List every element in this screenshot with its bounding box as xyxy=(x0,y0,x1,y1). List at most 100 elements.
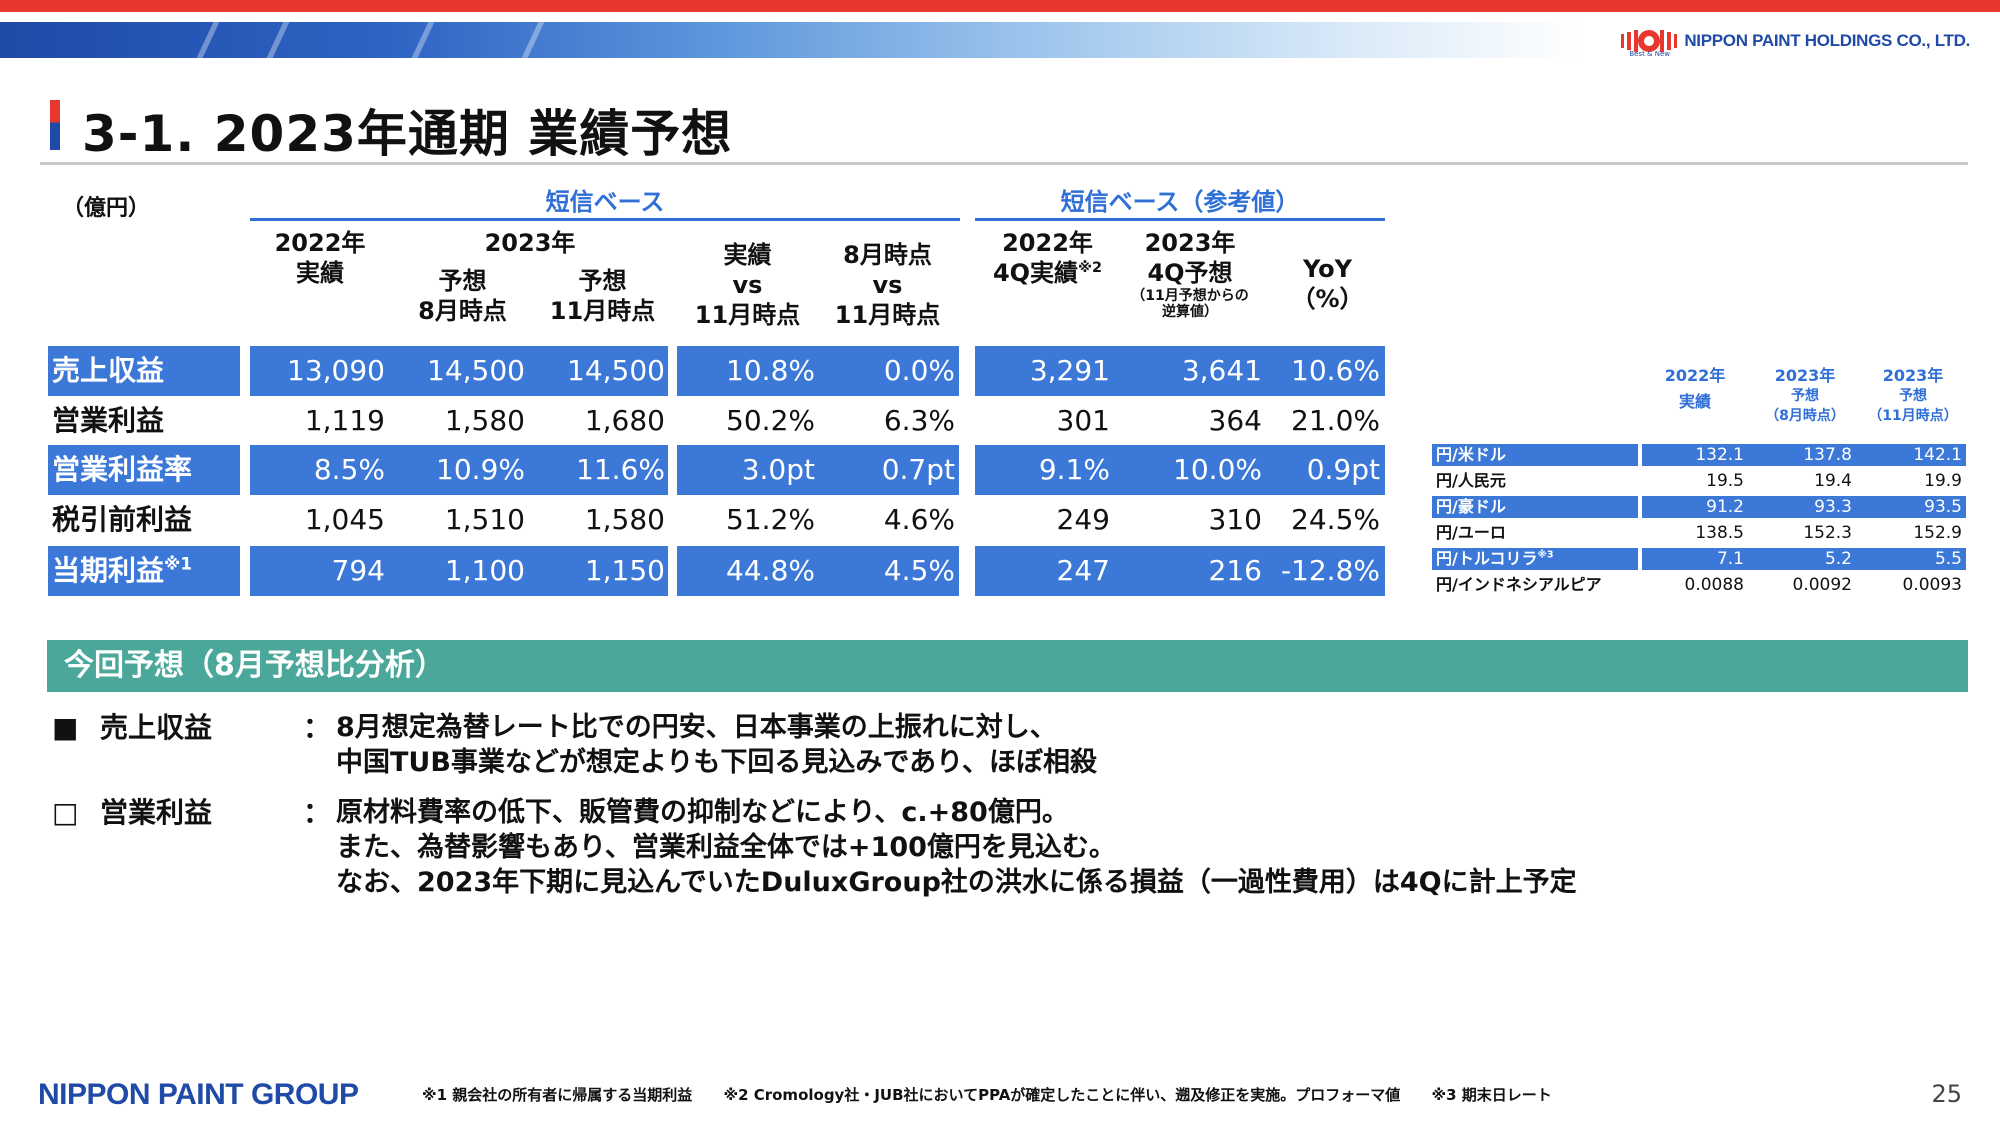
group-logo: NIPPON PAINT GROUP xyxy=(38,1078,359,1111)
table-cell: 1,045 xyxy=(304,503,385,536)
row-bar-ref-0 xyxy=(975,346,1385,396)
fx-bar-label-0 xyxy=(1432,444,1638,466)
company-name: NIPPON PAINT HOLDINGS CO., LTD. xyxy=(1684,31,1970,50)
table-cell: 4.5% xyxy=(883,554,955,587)
fx-cell: 5.2 xyxy=(1824,549,1852,569)
fx-cell: 138.5 xyxy=(1695,523,1744,543)
row-label-operating-profit: 営業利益 xyxy=(52,404,165,437)
table-cell: 44.8% xyxy=(726,554,815,587)
analysis-colon: ： xyxy=(303,711,332,744)
table-cell: 249 xyxy=(1056,503,1110,536)
top-red-bar xyxy=(0,0,2000,12)
col-header-2023-4q: 2023年 4Q予想 （11月予想からの 逆算値） xyxy=(1131,229,1249,320)
fx-cell: 19.5 xyxy=(1706,471,1744,491)
fx-bar-values-4 xyxy=(1642,548,1966,570)
fx-label-idr: 円/インドネシアルピア xyxy=(1436,575,1602,594)
table-cell: 11.6% xyxy=(576,453,665,486)
table-cell: 24.5% xyxy=(1291,503,1380,536)
fx-header-2023-nov: 2023年 予想 （11月時点） xyxy=(1868,366,1958,424)
row-bar-compare-4 xyxy=(677,546,959,596)
fx-cell: 137.8 xyxy=(1803,445,1852,465)
row-bar-main-2 xyxy=(250,445,668,495)
footnotes: ※1 親会社の所有者に帰属する当期利益 ※2 Cromology社・JUB社にお… xyxy=(422,1084,1578,1105)
row-bar-compare-2 xyxy=(677,445,959,495)
table-cell: 247 xyxy=(1056,554,1110,587)
top-blue-band xyxy=(0,22,1580,58)
group-header-1: 短信ベース xyxy=(545,188,665,216)
analysis-section-bar xyxy=(47,640,1968,692)
table-cell: 216 xyxy=(1208,554,1262,587)
table-cell: 8.5% xyxy=(313,453,385,486)
col-header-forecast-nov: 予想 11月時点 xyxy=(549,267,656,325)
row-bar-label-2 xyxy=(48,445,240,495)
fx-cell: 0.0088 xyxy=(1684,575,1744,595)
paint-logo-icon xyxy=(1621,30,1678,52)
col-header-2022-actual: 2022年 実績 xyxy=(274,229,366,287)
company-logo: NIPPON PAINT HOLDINGS CO., LTD. xyxy=(1620,26,1970,56)
row-label-net-profit: 当期利益※1 xyxy=(52,553,193,587)
fx-label-eur: 円/ユーロ xyxy=(1436,523,1506,542)
fx-cell: 19.4 xyxy=(1814,471,1852,491)
analysis-colon: ： xyxy=(303,796,332,829)
table-cell: 1,510 xyxy=(444,503,525,536)
fx-cell: 7.1 xyxy=(1716,549,1744,569)
footnote-2: ※2 Cromology社・JUB社においてPPAが確定したことに伴い、遡及修正… xyxy=(723,1086,1401,1104)
table-cell: 3.0pt xyxy=(741,453,815,486)
table-cell: 6.3% xyxy=(883,404,955,437)
row-label-revenue: 売上収益 xyxy=(52,354,165,387)
table-cell: 9.1% xyxy=(1038,453,1110,486)
table-cell: 21.0% xyxy=(1291,404,1380,437)
filled-square-icon: ■ xyxy=(52,711,79,744)
table-cell: 10.8% xyxy=(726,354,815,387)
fx-cell: 0.0093 xyxy=(1902,575,1962,595)
fx-bar-values-2 xyxy=(1642,496,1966,518)
title-marker xyxy=(50,100,60,150)
row-bar-label-4 xyxy=(48,546,240,596)
row-label-pretax-profit: 税引前利益 xyxy=(52,503,193,536)
table-cell: 3,291 xyxy=(1029,354,1110,387)
table-cell: 3,641 xyxy=(1181,354,1262,387)
table-cell: 0.9pt xyxy=(1306,453,1380,486)
table-cell: 1,580 xyxy=(444,404,525,437)
fx-label-usd: 円/米ドル xyxy=(1436,445,1506,464)
table-cell: 13,090 xyxy=(287,354,385,387)
table-cell: 10.9% xyxy=(436,453,525,486)
fx-cell: 5.5 xyxy=(1934,549,1962,569)
unit-label: （億円） xyxy=(62,196,151,221)
table-cell: 10.0% xyxy=(1173,453,1262,486)
fx-label-aud: 円/豪ドル xyxy=(1436,497,1506,516)
table-cell: 301 xyxy=(1056,404,1110,437)
row-bar-label-0 xyxy=(48,346,240,396)
analysis-text-revenue: 8月想定為替レート比での円安、日本事業の上振れに対し、 中国TUB事業などが想定… xyxy=(336,712,1098,778)
tagline: Best & New xyxy=(1629,50,1670,58)
col-header-aug-vs-nov: 8月時点 vs 11月時点 xyxy=(834,241,941,329)
table-cell: 14,500 xyxy=(427,354,525,387)
title-divider xyxy=(40,162,1968,165)
table-cell: 1,580 xyxy=(584,503,665,536)
fx-label-try: 円/トルコリラ※3 xyxy=(1436,549,1554,568)
fx-cell: 91.2 xyxy=(1706,497,1744,517)
row-bar-ref-4 xyxy=(975,546,1385,596)
group-underline-2 xyxy=(975,218,1385,221)
row-bar-main-0 xyxy=(250,346,668,396)
fx-bar-label-2 xyxy=(1432,496,1638,518)
table-cell: 0.7pt xyxy=(881,453,955,486)
fx-header-2023-aug: 2023年 予想 （8月時点） xyxy=(1765,366,1845,424)
fx-header-2022: 2022年 実績 xyxy=(1664,366,1726,411)
col-header-2022-4q: 2022年 4Q実績※2 xyxy=(992,229,1103,287)
col-header-2023: 2023年 xyxy=(484,229,576,257)
fx-cell: 93.5 xyxy=(1924,497,1962,517)
analysis-title: 今回予想（8月予想比分析） xyxy=(64,648,445,683)
table-cell: 1,680 xyxy=(584,404,665,437)
page-title: 3-1. 2023年通期 業績予想 xyxy=(82,105,733,163)
row-label-operating-margin: 営業利益率 xyxy=(52,453,193,486)
table-cell: 51.2% xyxy=(726,503,815,536)
fx-bar-label-4 xyxy=(1432,548,1638,570)
page-number: 25 xyxy=(1931,1080,1962,1108)
analysis-head-operating-profit: 営業利益 xyxy=(100,796,213,829)
table-cell: 4.6% xyxy=(883,503,955,536)
table-cell: 10.6% xyxy=(1291,354,1380,387)
footnote-1: ※1 親会社の所有者に帰属する当期利益 xyxy=(422,1086,693,1104)
fx-cell: 93.3 xyxy=(1814,497,1852,517)
group-header-2: 短信ベース（参考値） xyxy=(1060,188,1300,216)
